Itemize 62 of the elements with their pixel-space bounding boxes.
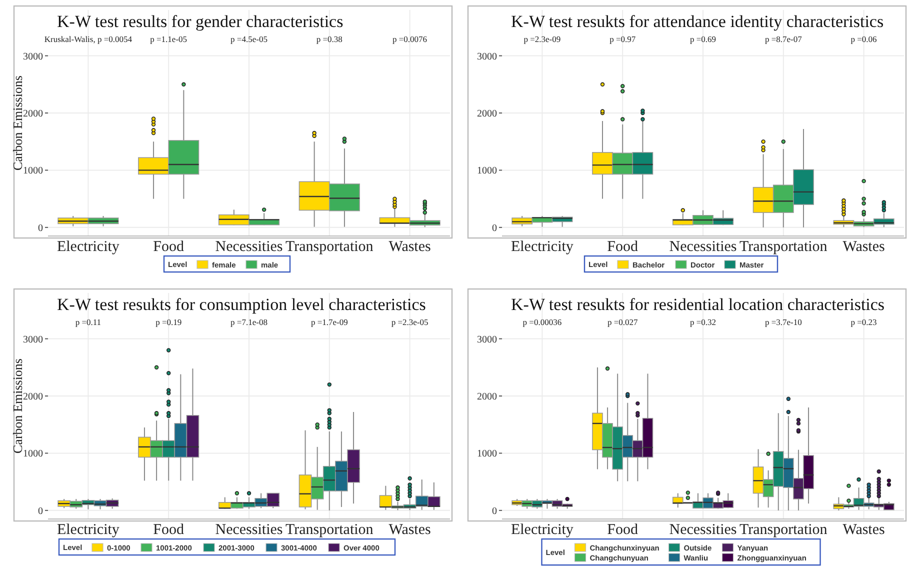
annotation: p =2.3e-05	[391, 317, 428, 327]
y-tick-label: 1000	[477, 166, 497, 177]
x-tick-label: Wastes	[388, 522, 432, 538]
y-tick-label: 3000	[23, 51, 43, 62]
annotation: p =1.1e-05	[150, 34, 188, 44]
y-tick-label: 2000	[23, 391, 43, 402]
x-tick-label: Food	[153, 522, 185, 538]
annotation: p =0.38	[316, 34, 342, 44]
x-tick-label: Food	[153, 239, 185, 255]
annotation: p =8.7e-07	[764, 34, 802, 44]
chart-title: K-W test resukts for attendance identity characteristics	[511, 12, 884, 31]
x-tick-label: Electricity	[56, 239, 120, 255]
x-tick-label: Electricity	[510, 522, 574, 538]
x-tick-label: Transportation	[286, 522, 374, 538]
y-tick-label: 3000	[23, 334, 43, 346]
y-tick-label: 0	[492, 506, 497, 517]
x-tick-label: Transportation	[286, 239, 374, 255]
x-tick-label: Necessities	[669, 522, 737, 538]
x-tick-label: Food	[607, 522, 639, 538]
y-axis-title: Carbon Emissions	[10, 76, 25, 170]
x-tick-label: Electricity	[510, 239, 574, 255]
y-tick-label: 3000	[477, 51, 497, 62]
annotation: p =0.97	[610, 34, 636, 44]
x-tick-label: Transportation	[740, 239, 828, 255]
y-tick-label: 0	[492, 222, 497, 234]
y-tick-label: 2000	[477, 108, 497, 120]
y-tick-label: 0	[38, 222, 43, 234]
annotation: p =1.7e-09	[310, 317, 348, 327]
annotation: p =0.00036	[522, 317, 562, 327]
y-tick-label: 2000	[23, 108, 43, 120]
y-tick-label: 2000	[477, 391, 497, 402]
annotation: Kruskal-Walis, p =0.0054	[44, 34, 133, 44]
y-tick-label: 3000	[477, 334, 497, 346]
x-tick-label: Wastes	[842, 522, 886, 538]
y-tick-label: 1000	[477, 448, 497, 460]
annotation: p =0.23	[850, 317, 877, 327]
x-tick-label: Necessities	[669, 239, 737, 255]
chart-title: K-W test results for gender characteristics	[57, 12, 344, 31]
y-tick-label: 1000	[23, 166, 43, 177]
annotation: p =0.027	[607, 317, 638, 327]
annotation: p =0.06	[850, 34, 877, 44]
x-tick-label: Necessities	[215, 239, 283, 255]
x-tick-label: Transportation	[740, 522, 828, 538]
annotation: p =0.0076	[392, 34, 428, 44]
annotation: p =0.32	[690, 317, 716, 327]
annotation: p =0.69	[690, 34, 716, 44]
y-tick-label: 0	[38, 506, 43, 517]
chart-title: K-W test resukts for residential location characteristics	[511, 295, 885, 314]
chart-title: K-W test resukts for consumption level characteristics	[57, 295, 426, 314]
annotation: p =0.11	[75, 317, 102, 327]
x-tick-label: Electricity	[56, 522, 120, 538]
y-tick-label: 1000	[23, 448, 43, 460]
annotation: p =0.19	[156, 317, 182, 327]
y-axis-title: Carbon Emissions	[10, 358, 25, 454]
annotation: p =2.3e-09	[524, 34, 561, 44]
annotation: p =3.7e-10	[764, 317, 802, 327]
annotation: p =4.5e-05	[230, 34, 268, 44]
annotation: p =7.1e-08	[230, 317, 268, 327]
x-tick-label: Necessities	[215, 522, 283, 538]
x-tick-label: Food	[607, 239, 639, 255]
x-tick-label: Wastes	[842, 239, 886, 255]
x-tick-label: Wastes	[388, 239, 432, 255]
